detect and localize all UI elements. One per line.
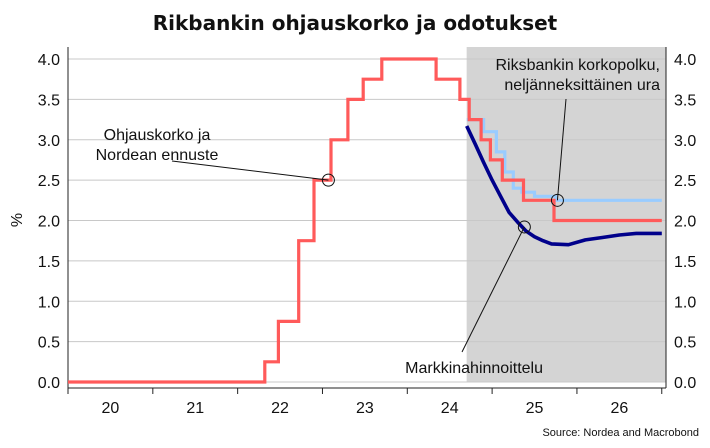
y-tick-right-4: 2.0 <box>674 214 696 231</box>
annotation-leader-0 <box>171 160 329 181</box>
y-tick-left-5: 2.5 <box>38 173 60 190</box>
y-tick-right-5: 2.5 <box>674 173 696 190</box>
y-tick-left-1: 0.5 <box>38 335 60 352</box>
x-tick-label-0: 20 <box>102 400 120 417</box>
y-tick-right-3: 1.5 <box>674 254 696 271</box>
y-tick-right-1: 0.5 <box>674 335 696 352</box>
y-tick-left-2: 1.0 <box>38 294 60 311</box>
y-axis-label: % <box>9 213 26 227</box>
y-tick-left-7: 3.5 <box>38 92 60 109</box>
annotation-label-0-0: Ohjauskorko ja <box>104 127 211 144</box>
y-tick-right-7: 3.5 <box>674 92 696 109</box>
x-tick-label-1: 21 <box>186 400 204 417</box>
annotation-leader-1 <box>556 98 567 201</box>
y-tick-right-6: 3.0 <box>674 133 696 150</box>
annotation-leader-2 <box>461 226 525 353</box>
x-tick-label-4: 24 <box>441 400 459 417</box>
forecast-shade <box>466 47 666 382</box>
annotation-label-1-1: neljänneksittäinen ura <box>504 77 660 94</box>
annotation-label-0-1: Nordean ennuste <box>96 147 219 164</box>
y-tick-left-8: 4.0 <box>38 52 60 69</box>
annotation-label-1-0: Riksbankin korkopolku, <box>495 57 660 74</box>
series-line-1 <box>68 57 662 384</box>
series-line-2 <box>465 125 662 247</box>
y-tick-left-0: 0.0 <box>38 375 60 392</box>
x-tick-label-6: 26 <box>610 400 628 417</box>
y-tick-right-2: 1.0 <box>674 294 696 311</box>
y-tick-right-0: 0.0 <box>674 375 696 392</box>
x-tick-label-5: 25 <box>526 400 544 417</box>
source-note: Source: Nordea and Macrobond <box>542 427 699 439</box>
x-tick-label-3: 23 <box>356 400 374 417</box>
y-tick-left-3: 1.5 <box>38 254 60 271</box>
y-tick-left-4: 2.0 <box>38 214 60 231</box>
annotation-marker-1 <box>550 193 564 207</box>
annotation-label-2-0: Markkinahinnoittelu <box>405 360 543 377</box>
annotation-marker-0 <box>321 173 335 187</box>
chart-title: Rikbankin ohjauskorko ja odotukset <box>153 11 558 35</box>
y-tick-right-8: 4.0 <box>674 52 696 69</box>
y-tick-left-6: 3.0 <box>38 133 60 150</box>
annotation-marker-2 <box>517 220 531 234</box>
x-tick-label-2: 22 <box>271 400 289 417</box>
